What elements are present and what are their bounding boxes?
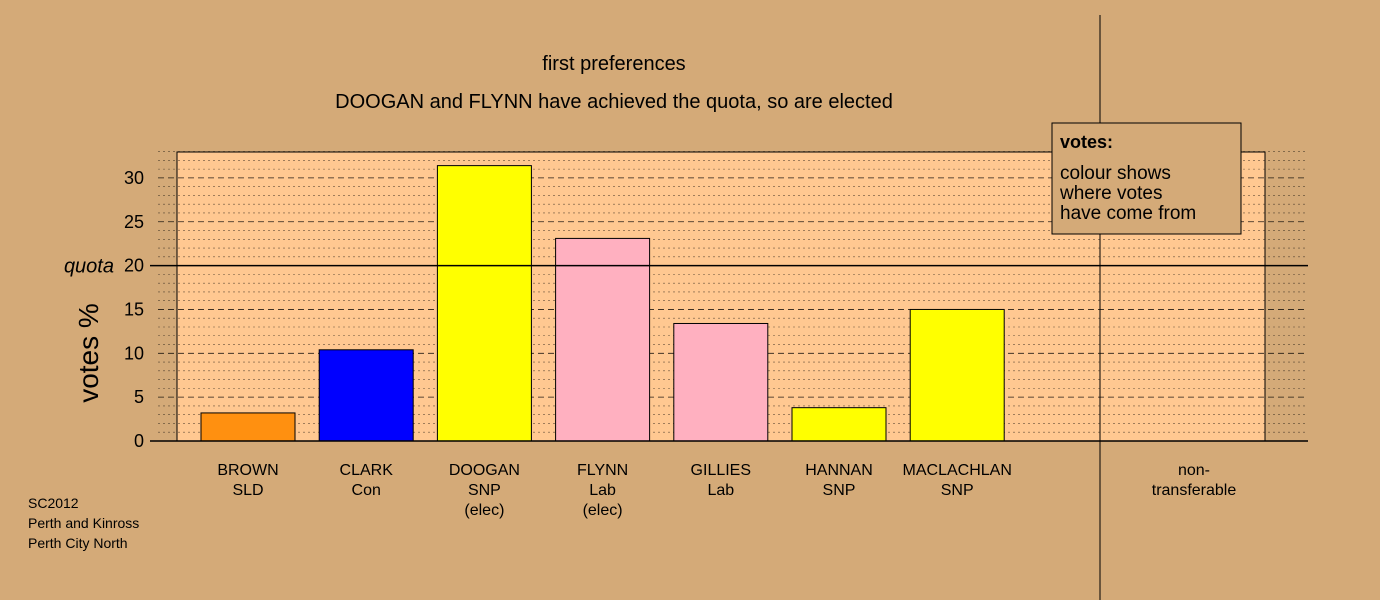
- category-label: GILLIES: [691, 462, 751, 479]
- y-axis-label: votes %: [73, 303, 104, 403]
- footer-line: SC2012: [28, 495, 79, 511]
- y-tick-label: 25: [124, 212, 144, 232]
- y-tick-label: 5: [134, 387, 144, 407]
- category-party-label: SNP: [823, 482, 856, 499]
- legend-line: colour shows: [1060, 163, 1171, 184]
- nontransferable-label: non-: [1178, 462, 1210, 479]
- y-tick-label: 30: [124, 168, 144, 188]
- footer-line: Perth City North: [28, 535, 128, 551]
- chart-subtitle: DOOGAN and FLYNN have achieved the quota…: [335, 91, 893, 113]
- category-label: MACLACHLAN: [903, 462, 1012, 479]
- legend-line: where votes: [1059, 183, 1162, 204]
- bar: [200, 412, 296, 442]
- bar: [673, 322, 769, 442]
- quota-label: quota: [64, 256, 114, 278]
- bar: [555, 237, 651, 442]
- bar: [791, 407, 887, 442]
- y-axis: 0 5 10 15 25 30 20: [124, 168, 144, 451]
- bar: [909, 308, 1005, 442]
- nontransferable-label: transferable: [1152, 482, 1237, 499]
- footer: SC2012 Perth and Kinross Perth City Nort…: [28, 495, 139, 551]
- bars: [200, 165, 1005, 442]
- legend: votes: colour shows where votes have com…: [1051, 122, 1242, 235]
- y-tick-label: 15: [124, 299, 144, 319]
- category-party-label: SLD: [232, 482, 263, 499]
- category-label: BROWN: [217, 462, 278, 479]
- y-tick-label: 0: [134, 431, 144, 451]
- bar: [436, 165, 532, 442]
- chart-title: first preferences: [542, 53, 685, 75]
- category-party-label: Lab: [589, 482, 616, 499]
- category-label: FLYNN: [577, 462, 628, 479]
- category-label: DOOGAN: [449, 462, 520, 479]
- category-party-label: Con: [352, 482, 381, 499]
- category-note-label: (elec): [583, 502, 623, 519]
- category-label: HANNAN: [805, 462, 873, 479]
- category-label: CLARK: [340, 462, 394, 479]
- bar: [318, 349, 414, 442]
- legend-line: have come from: [1060, 203, 1196, 224]
- category-party-label: SNP: [468, 482, 501, 499]
- category-note-label: (elec): [464, 502, 504, 519]
- footer-line: Perth and Kinross: [28, 515, 139, 531]
- y-tick-label: 20: [124, 256, 144, 276]
- category-labels: BROWN SLD CLARK Con DOOGAN SNP (elec) FLYNN Lab (…: [217, 462, 1012, 519]
- category-party-label: SNP: [941, 482, 974, 499]
- legend-title: votes:: [1060, 132, 1113, 152]
- legend-box: [1051, 122, 1242, 235]
- category-party-label: Lab: [707, 482, 734, 499]
- y-tick-label: 10: [124, 343, 144, 363]
